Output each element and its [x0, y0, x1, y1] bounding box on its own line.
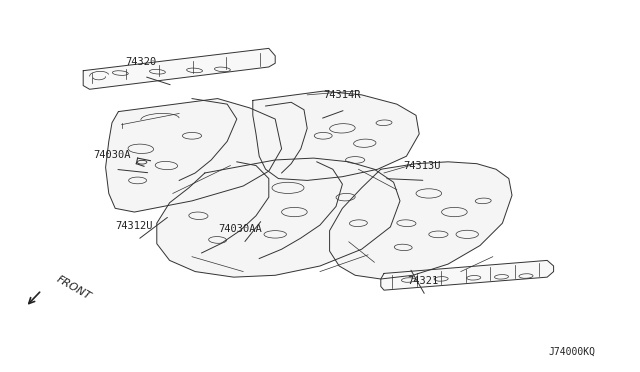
Polygon shape: [253, 91, 419, 180]
Text: 74312U: 74312U: [116, 221, 153, 231]
Text: 74030A: 74030A: [93, 150, 131, 160]
Text: 74320: 74320: [125, 57, 156, 67]
Polygon shape: [330, 162, 512, 279]
Polygon shape: [106, 99, 282, 212]
Text: 74314R: 74314R: [324, 90, 361, 100]
Text: 74321: 74321: [407, 276, 438, 286]
Text: 74313U: 74313U: [404, 161, 441, 171]
Polygon shape: [157, 158, 400, 277]
Polygon shape: [381, 260, 554, 290]
Text: 74030AA: 74030AA: [218, 224, 262, 234]
Polygon shape: [83, 48, 275, 89]
Text: J74000KQ: J74000KQ: [548, 347, 595, 357]
Text: FRONT: FRONT: [54, 275, 92, 302]
